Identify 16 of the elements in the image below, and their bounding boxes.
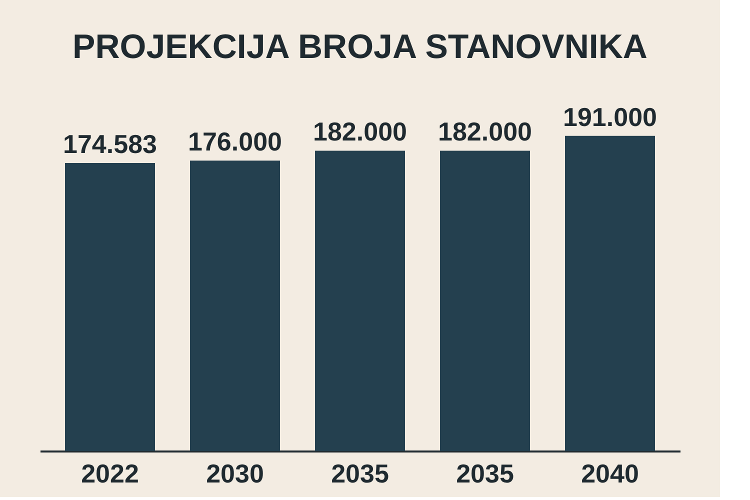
data-label: 182.000: [438, 116, 532, 147]
data-label: 174.583: [63, 128, 157, 159]
x-tick-label: 2040: [581, 458, 639, 488]
data-label: 176.000: [188, 126, 282, 157]
chart-title: PROJEKCIJA BROJA STANOVNIKA: [72, 28, 648, 66]
x-tick-label: 2035: [331, 458, 389, 488]
bar: [565, 136, 655, 451]
x-tick-label: 2022: [81, 458, 139, 488]
data-label: 191.000: [563, 102, 657, 132]
data-label: 182.000: [313, 116, 407, 147]
bar: [190, 160, 280, 451]
bar: [440, 150, 530, 451]
bar: [315, 150, 405, 451]
bar: [65, 162, 155, 451]
x-tick-label: 2030: [206, 458, 264, 488]
x-tick-label: 2035: [456, 458, 514, 488]
